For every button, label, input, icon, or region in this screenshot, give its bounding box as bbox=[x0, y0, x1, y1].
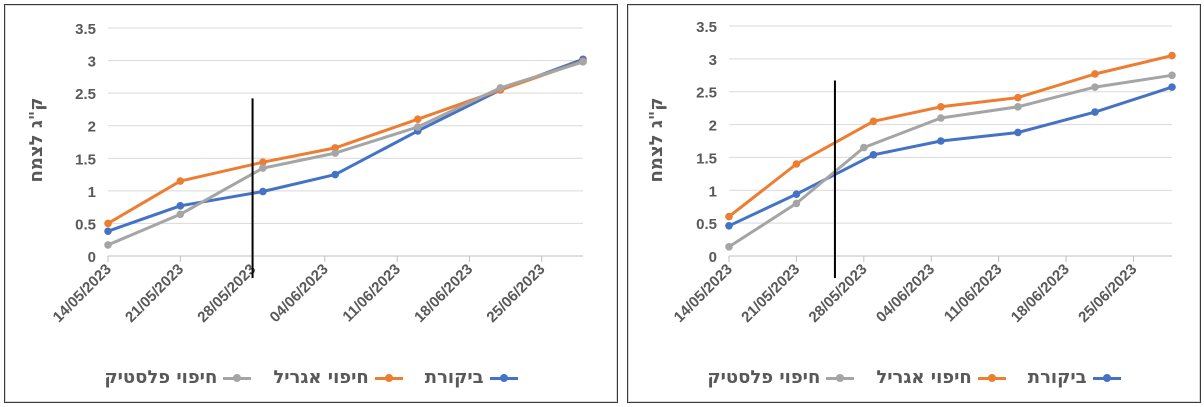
y-tick-label: 0 bbox=[709, 249, 717, 266]
y-tick-label: 2.5 bbox=[75, 86, 96, 103]
x-tick-label: 11/06/2023 bbox=[339, 261, 404, 326]
legend-key-plastic bbox=[223, 373, 252, 383]
data-point-2 bbox=[413, 123, 422, 131]
legend-right: ביקורת חיפוי אגריל חיפוי פלסטיק bbox=[628, 367, 1200, 388]
y-tick-label: 2 bbox=[88, 119, 96, 136]
legend-key-control bbox=[1092, 373, 1121, 383]
data-point-1 bbox=[937, 103, 945, 111]
data-point-2 bbox=[579, 58, 587, 66]
legend-key-agril bbox=[374, 373, 403, 383]
data-point-0 bbox=[104, 227, 112, 236]
legend-label-control: ביקורת bbox=[424, 367, 484, 388]
x-tick-label: 04/06/2023 bbox=[873, 261, 938, 326]
y-tick-label: 3 bbox=[709, 52, 717, 69]
y-tick-label: 3 bbox=[88, 54, 96, 71]
data-point-0 bbox=[937, 137, 945, 145]
chart-left-svg: 0 0.5 1 1.5 2 2.5 3 3.5 14/05/2023 21/05/2023 28/0… bbox=[26, 21, 587, 326]
legend-key-control bbox=[489, 373, 518, 383]
chart-panel-left: 0 0.5 1 1.5 2 2.5 3 3.5 14/05/2023 21/05/2023 28/0… bbox=[4, 4, 618, 403]
x-tick-label: 14/05/2023 bbox=[50, 261, 115, 326]
y-axis-title: ק"ג לצמח bbox=[646, 98, 667, 183]
data-point-1 bbox=[176, 177, 185, 185]
x-tick-label: 14/05/2023 bbox=[671, 261, 736, 326]
data-point-2 bbox=[176, 210, 185, 219]
data-point-2 bbox=[860, 143, 868, 152]
data-point-0 bbox=[331, 170, 339, 179]
data-point-1 bbox=[104, 219, 112, 228]
data-point-1 bbox=[869, 117, 878, 126]
x-tick-label: 21/05/2023 bbox=[738, 261, 803, 326]
legend-item-plastic: חיפוי פלסטיק bbox=[707, 367, 855, 388]
y-tick-label: 0 bbox=[88, 249, 96, 266]
data-point-2 bbox=[1091, 83, 1099, 91]
data-point-1 bbox=[792, 160, 801, 168]
legend-label-agril: חיפוי אגריל bbox=[876, 367, 972, 388]
x-tick-label: 18/06/2023 bbox=[411, 261, 476, 326]
data-point-0 bbox=[176, 202, 185, 210]
data-point-2 bbox=[1168, 71, 1176, 80]
data-point-2 bbox=[259, 164, 267, 172]
data-point-1 bbox=[413, 115, 422, 123]
x-tick-label: 28/05/2023 bbox=[194, 261, 259, 326]
legend-key-agril bbox=[977, 373, 1006, 383]
data-point-0 bbox=[725, 221, 733, 230]
data-point-0 bbox=[1091, 108, 1099, 116]
legend-item-control: ביקורת bbox=[425, 367, 518, 388]
legend-label-agril: חיפוי אגריל bbox=[273, 367, 369, 388]
data-point-2 bbox=[331, 149, 339, 157]
x-tick-label: 04/06/2023 bbox=[267, 261, 332, 326]
y-tick-label: 1.5 bbox=[75, 151, 96, 168]
legend-item-agril: חיפוי אגריל bbox=[273, 367, 403, 388]
x-tick-label: 28/05/2023 bbox=[806, 261, 871, 326]
legend-label-plastic: חיפוי פלסטיק bbox=[707, 367, 821, 388]
x-tick-label: 25/06/2023 bbox=[483, 261, 548, 326]
chart-panel-right: 0 0.5 1 1.5 2 2.5 3 3.5 14/05/2023 21/05/2023 28/0… bbox=[627, 4, 1201, 403]
data-point-2 bbox=[937, 114, 945, 122]
data-point-0 bbox=[869, 151, 878, 159]
chart-right-svg: 0 0.5 1 1.5 2 2.5 3 3.5 14/05/2023 21/05/2023 28/0… bbox=[646, 19, 1176, 326]
data-point-1 bbox=[331, 144, 339, 152]
data-point-0 bbox=[1168, 83, 1176, 91]
legend-item-control: ביקורת bbox=[1028, 367, 1121, 388]
y-tick-label: 0.5 bbox=[75, 216, 96, 233]
x-tick-label: 25/06/2023 bbox=[1075, 261, 1140, 326]
y-tick-label: 0.5 bbox=[696, 216, 717, 233]
data-point-2 bbox=[792, 199, 801, 208]
y-tick-label: 3.5 bbox=[696, 19, 717, 36]
y-tick-label: 1 bbox=[88, 184, 96, 201]
legend-left: ביקורת חיפוי אגריל חיפוי פלסטיק bbox=[5, 367, 617, 388]
legend-key-plastic bbox=[826, 373, 855, 383]
legend-label-control: ביקורת bbox=[1027, 367, 1087, 388]
y-tick-label: 3.5 bbox=[75, 21, 96, 38]
legend-item-agril: חיפוי אגריל bbox=[876, 367, 1006, 388]
x-tick-label: 11/06/2023 bbox=[941, 261, 1006, 326]
x-tick-label: 21/05/2023 bbox=[122, 261, 187, 326]
data-point-1 bbox=[1091, 70, 1099, 78]
data-point-2 bbox=[725, 243, 733, 251]
data-point-1 bbox=[725, 212, 733, 221]
data-point-2 bbox=[1014, 103, 1022, 111]
y-tick-label: 2 bbox=[709, 118, 717, 135]
data-point-0 bbox=[792, 190, 801, 199]
legend-label-plastic: חיפוי פלסטיק bbox=[104, 367, 218, 388]
data-point-1 bbox=[1168, 51, 1176, 60]
y-tick-label: 1.5 bbox=[696, 150, 717, 167]
legend-item-plastic: חיפוי פלסטיק bbox=[104, 367, 252, 388]
data-point-1 bbox=[259, 158, 267, 166]
data-point-1 bbox=[1014, 93, 1022, 102]
data-point-2 bbox=[496, 84, 505, 92]
y-tick-label: 1 bbox=[709, 183, 717, 200]
x-tick-label: 18/06/2023 bbox=[1008, 261, 1073, 326]
data-point-0 bbox=[259, 187, 267, 196]
y-tick-label: 2.5 bbox=[696, 85, 717, 102]
data-point-0 bbox=[1014, 128, 1022, 137]
data-point-2 bbox=[104, 241, 112, 249]
y-axis-title: ק"ג לצמח bbox=[26, 98, 47, 183]
